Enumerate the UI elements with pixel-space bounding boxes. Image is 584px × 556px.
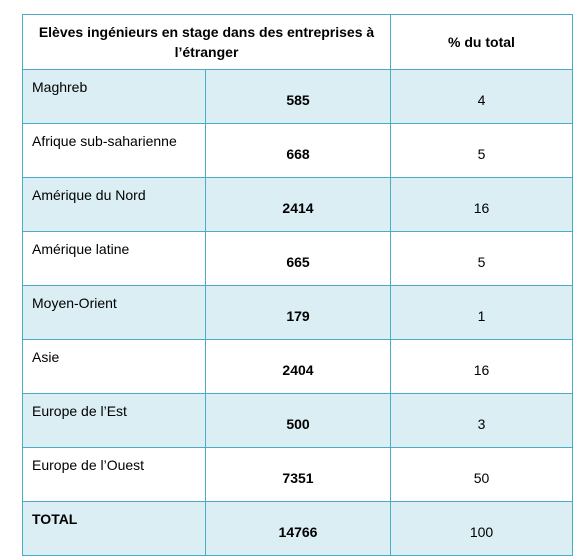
header-row: Elèves ingénieurs en stage dans des entr… — [22, 14, 573, 70]
table-body: Maghreb 585 4 Afrique sub-saharienne 668 5 Amé… — [22, 69, 573, 556]
percent-cell: 16 — [390, 177, 573, 232]
row-label: Asie — [22, 339, 206, 394]
row-label: Europe de l’Ouest — [22, 447, 206, 502]
table-row: Europe de l’Est 500 3 — [22, 393, 573, 448]
row-label: Moyen-Orient — [22, 285, 206, 340]
row-label: Afrique sub-saharienne — [22, 123, 206, 178]
percent-cell: 5 — [390, 231, 573, 286]
percent-cell: 50 — [390, 447, 573, 502]
row-label: Amérique latine — [22, 231, 206, 286]
percent-cell: 3 — [390, 393, 573, 448]
table-row: Moyen-Orient 179 1 — [22, 285, 573, 340]
table-row: TOTAL 14766 100 — [22, 501, 573, 556]
percent-cell: 4 — [390, 69, 573, 124]
count-cell: 14766 — [205, 501, 391, 556]
percent-cell: 5 — [390, 123, 573, 178]
row-label: Amérique du Nord — [22, 177, 206, 232]
row-label: TOTAL — [22, 501, 206, 556]
count-cell: 665 — [205, 231, 391, 286]
count-cell: 2404 — [205, 339, 391, 394]
percent-cell: 100 — [390, 501, 573, 556]
count-cell: 585 — [205, 69, 391, 124]
count-cell: 500 — [205, 393, 391, 448]
table-row: Afrique sub-saharienne 668 5 — [22, 123, 573, 178]
header-cell: Elèves ingénieurs en stage dans des entr… — [22, 14, 391, 70]
table-row: Maghreb 585 4 — [22, 69, 573, 124]
percent-cell: 16 — [390, 339, 573, 394]
header-cell: % du total — [390, 14, 573, 70]
count-cell: 179 — [205, 285, 391, 340]
percent-cell: 1 — [390, 285, 573, 340]
page: Elèves ingénieurs en stage dans des entr… — [22, 14, 573, 556]
table-row: Asie 2404 16 — [22, 339, 573, 394]
table-row: Europe de l’Ouest 7351 50 — [22, 447, 573, 502]
count-cell: 7351 — [205, 447, 391, 502]
table-row: Amérique latine 665 5 — [22, 231, 573, 286]
count-cell: 2414 — [205, 177, 391, 232]
row-label: Maghreb — [22, 69, 206, 124]
row-label: Europe de l’Est — [22, 393, 206, 448]
table-row: Amérique du Nord 2414 16 — [22, 177, 573, 232]
count-cell: 668 — [205, 123, 391, 178]
data-table: Elèves ingénieurs en stage dans des entr… — [22, 14, 573, 556]
